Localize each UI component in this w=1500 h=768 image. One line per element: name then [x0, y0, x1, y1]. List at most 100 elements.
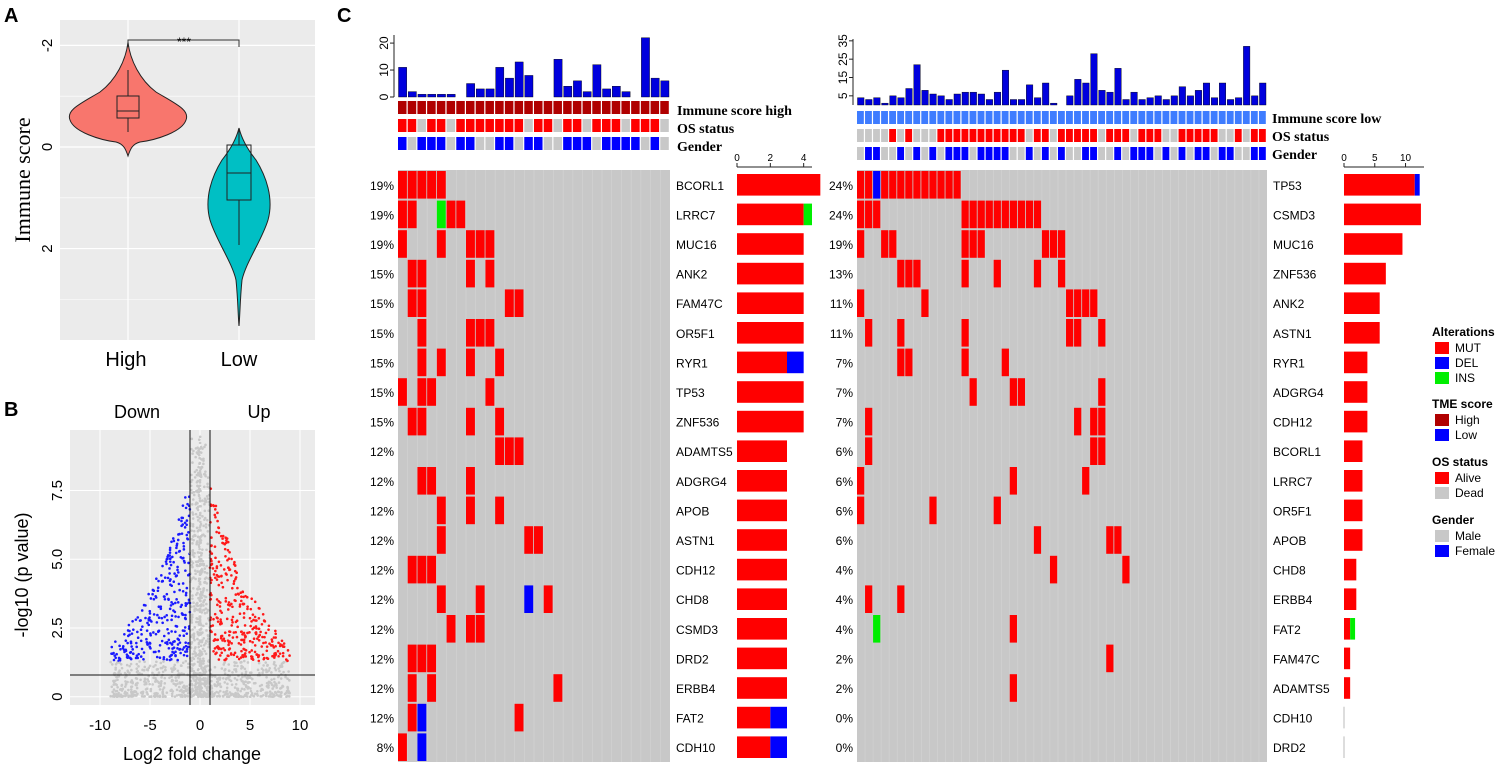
hi-os-cell	[543, 119, 553, 132]
hi-score-cell	[553, 101, 562, 114]
hi-top-bar	[514, 61, 524, 98]
volcano-point	[249, 695, 252, 699]
lo-gene-name: CSMD3	[1273, 208, 1315, 222]
volcano-point	[237, 641, 241, 645]
volcano-point	[175, 679, 179, 682]
volcano-point	[235, 619, 239, 623]
volcano-point	[148, 664, 152, 668]
volcano-point	[232, 582, 236, 586]
volcano-point	[260, 622, 264, 626]
volcano-point	[220, 574, 223, 578]
hi-os-cell	[650, 119, 660, 132]
hi-side-bar-mut	[737, 736, 771, 758]
volcano-point	[219, 534, 223, 538]
volcano-point	[174, 551, 178, 555]
lo-mutation-cell	[1074, 407, 1082, 436]
volcano-point	[130, 690, 133, 694]
lo-top-bar	[1002, 69, 1009, 106]
volcano-point	[163, 676, 167, 680]
volcano-point	[157, 605, 161, 608]
hi-side-bar-mut	[737, 292, 804, 314]
hi-top-bar	[524, 75, 534, 98]
volcano-point	[241, 675, 244, 679]
volcano-point	[120, 666, 124, 670]
lo-side-bar-mut	[1344, 588, 1357, 610]
volcano-point	[215, 565, 219, 568]
volcano-point	[203, 509, 207, 513]
volcano-point	[215, 573, 219, 577]
significance-bracket	[127, 39, 240, 47]
volcano-point	[202, 682, 205, 686]
volcano-point	[253, 644, 257, 647]
volcano-point	[191, 452, 194, 455]
hi-mutation-cell	[407, 200, 417, 229]
volcano-point	[168, 607, 172, 611]
volcano-point	[197, 579, 201, 583]
volcano-point	[119, 662, 123, 666]
lo-os-cell	[953, 129, 961, 142]
volcano-point	[277, 681, 281, 684]
volcano-point	[162, 665, 165, 668]
lo-score-cell	[897, 111, 905, 124]
volcano-point	[202, 692, 206, 696]
volcano-point	[216, 683, 219, 687]
volcano-point	[124, 648, 128, 652]
hi-mutation-cell	[417, 378, 427, 406]
volcano-point	[190, 659, 193, 662]
volcano-point	[193, 679, 196, 682]
volcano-point	[257, 655, 260, 658]
volcano-point	[194, 560, 198, 564]
volcano-point	[184, 496, 187, 499]
hi-mutation-cell	[417, 644, 427, 673]
volcano-point	[172, 609, 175, 612]
volcano-point	[178, 641, 182, 644]
volcano-point	[116, 675, 119, 678]
volcano-point	[143, 665, 147, 669]
volcano-point	[190, 695, 193, 698]
volcano-point	[112, 692, 116, 696]
lo-top-bar	[1034, 97, 1042, 106]
lo-mutation-cell	[929, 496, 937, 525]
lo-gene-name: MUC16	[1273, 238, 1314, 252]
volcano-point	[172, 682, 175, 685]
volcano-point	[177, 638, 181, 642]
hi-mutation-cell	[495, 496, 505, 525]
legend-swatch-dead	[1435, 487, 1449, 499]
hi-mutation-cell	[436, 526, 446, 554]
volcano-point	[210, 536, 213, 539]
volcano-point	[118, 661, 121, 664]
volcano-point	[274, 682, 278, 686]
lo-mutation-cell	[897, 585, 905, 613]
volcano-point	[225, 538, 228, 542]
hi-os-cell	[446, 119, 456, 132]
volcano-point	[157, 680, 160, 684]
lo-gender-cell	[1057, 147, 1065, 160]
volcano-point	[126, 641, 129, 645]
lo-top-bar	[921, 90, 929, 106]
volcano-point	[260, 683, 264, 687]
hi-top-bar	[563, 86, 573, 98]
panel-b-xlabel: Log2 fold change	[123, 744, 261, 764]
volcano-point	[140, 647, 144, 651]
volcano-point	[256, 637, 259, 640]
volcano-point	[270, 640, 274, 643]
volcano-point	[203, 580, 207, 584]
lo-top-bar	[1098, 90, 1106, 106]
volcano-point	[194, 645, 197, 649]
hi-side-tick-label: 0	[734, 153, 740, 164]
volcano-point	[190, 605, 193, 608]
volcano-point	[224, 572, 228, 575]
volcano-point	[125, 663, 129, 667]
volcano-point	[199, 504, 202, 508]
lo-mutation-cell	[977, 200, 985, 229]
volcano-point	[186, 666, 190, 669]
volcano-point	[128, 651, 132, 654]
hi-gender-cell	[504, 137, 514, 150]
hi-gene-name: LRRC7	[676, 208, 716, 222]
lo-mutation-cell	[1033, 259, 1042, 288]
volcano-point	[114, 640, 117, 643]
legend-tme-title: TME score	[1432, 397, 1493, 411]
volcano-point	[219, 654, 222, 657]
volcano-point	[146, 643, 149, 646]
